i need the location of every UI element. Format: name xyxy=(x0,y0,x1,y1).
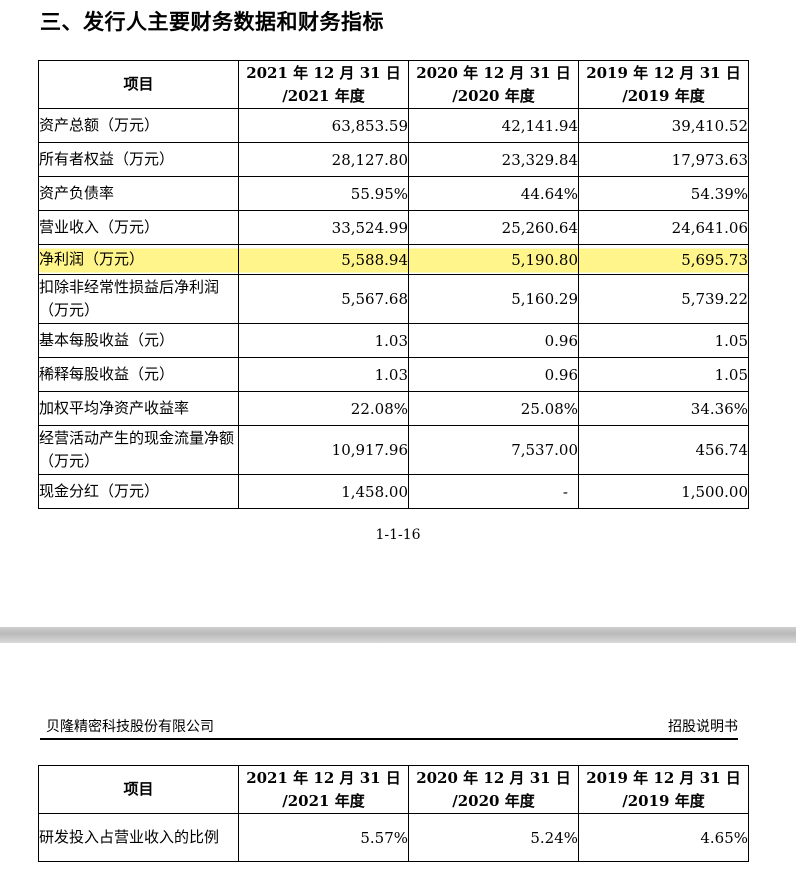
table-row: 稀释每股收益（元） 1.03 0.96 1.05 xyxy=(38,357,749,392)
header-2021: 2021 年 12 月 31 日 /2021 年度 xyxy=(238,765,409,814)
value-2019: 34.36% xyxy=(578,391,749,426)
value-2020: 7,537.00 xyxy=(408,425,579,475)
value-2020: 0.96 xyxy=(408,323,579,358)
value-2019: 1.05 xyxy=(578,323,749,358)
value-2021: 33,524.99 xyxy=(238,210,409,245)
header-2020: 2020 年 12 月 31 日 /2020 年度 xyxy=(408,60,579,109)
table-row: 加权平均净资产收益率 22.08% 25.08% 34.36% xyxy=(38,391,749,426)
value-2019: 4.65% xyxy=(578,813,749,862)
value-2020: 5,190.80 xyxy=(408,244,579,275)
value-2020: 23,329.84 xyxy=(408,142,579,177)
document-type: 招股说明书 xyxy=(668,719,738,735)
company-name: 贝隆精密科技股份有限公司 xyxy=(46,719,214,735)
value-2020: 5,160.29 xyxy=(408,274,579,324)
header-rule xyxy=(40,738,738,740)
header-item: 项目 xyxy=(38,60,239,109)
table-row-highlighted: 净利润（万元） 5,588.94 5,190.80 5,695.73 xyxy=(38,244,749,275)
row-label: 加权平均净资产收益率 xyxy=(38,391,239,426)
header-item: 项目 xyxy=(38,765,239,814)
value-2021: 5,567.68 xyxy=(238,274,409,324)
table-header-row: 项目 2021 年 12 月 31 日 /2021 年度 2020 年 12 月… xyxy=(38,60,749,109)
table-header-row: 项目 2021 年 12 月 31 日 /2021 年度 2020 年 12 月… xyxy=(38,765,749,814)
table-row: 资产总额（万元） 63,853.59 42,141.94 39,410.52 xyxy=(38,108,749,143)
header-2021-year: /2021 年度 xyxy=(282,86,365,105)
header-2020-year: /2020 年度 xyxy=(452,86,535,105)
row-label: 现金分红（万元） xyxy=(38,474,239,509)
header-2019-year: /2019 年度 xyxy=(622,86,705,105)
value-2019: 1,500.00 xyxy=(578,474,749,509)
row-label: 基本每股收益（元） xyxy=(38,323,239,358)
header-2020-date: 2020 年 12 月 31 日 xyxy=(416,63,571,82)
value-2020: 25,260.64 xyxy=(408,210,579,245)
table-row: 研发投入占营业收入的比例 5.57% 5.24% 4.65% xyxy=(38,813,749,862)
financial-data-table: 项目 2021 年 12 月 31 日 /2021 年度 2020 年 12 月… xyxy=(38,60,749,509)
header-2019: 2019 年 12 月 31 日 /2019 年度 xyxy=(578,765,749,814)
value-2021: 5,588.94 xyxy=(238,244,409,275)
row-label: 研发投入占营业收入的比例 xyxy=(38,813,239,862)
page-divider xyxy=(0,627,796,643)
header-2021-date: 2021 年 12 月 31 日 xyxy=(246,63,401,82)
header-2021: 2021 年 12 月 31 日 /2021 年度 xyxy=(238,60,409,109)
header-2020-year: /2020 年度 xyxy=(452,791,535,810)
table-row: 所有者权益（万元） 28,127.80 23,329.84 17,973.63 xyxy=(38,142,749,177)
row-label: 经营活动产生的现金流量净额（万元） xyxy=(38,425,239,475)
value-2020: 5.24% xyxy=(408,813,579,862)
table-row: 资产负债率 55.95% 44.64% 54.39% xyxy=(38,176,749,211)
value-2019: 54.39% xyxy=(578,176,749,211)
row-label: 所有者权益（万元） xyxy=(38,142,239,177)
row-label: 资产总额（万元） xyxy=(38,108,239,143)
value-2021: 22.08% xyxy=(238,391,409,426)
header-2021-year: /2021 年度 xyxy=(282,791,365,810)
value-2019: 5,695.73 xyxy=(578,244,749,275)
table-row: 基本每股收益（元） 1.03 0.96 1.05 xyxy=(38,323,749,358)
value-2021: 5.57% xyxy=(238,813,409,862)
value-2019: 17,973.63 xyxy=(578,142,749,177)
value-2021: 28,127.80 xyxy=(238,142,409,177)
row-label: 扣除非经常性损益后净利润（万元） xyxy=(38,274,239,324)
value-2019: 1.05 xyxy=(578,357,749,392)
value-2019: 5,739.22 xyxy=(578,274,749,324)
table-row: 现金分红（万元） 1,458.00 - 1,500.00 xyxy=(38,474,749,509)
row-label: 稀释每股收益（元） xyxy=(38,357,239,392)
header-2019-date: 2019 年 12 月 31 日 xyxy=(586,63,741,82)
value-2021: 63,853.59 xyxy=(238,108,409,143)
value-2021: 55.95% xyxy=(238,176,409,211)
value-2021: 10,917.96 xyxy=(238,425,409,475)
table-row: 营业收入（万元） 33,524.99 25,260.64 24,641.06 xyxy=(38,210,749,245)
row-label: 营业收入（万元） xyxy=(38,210,239,245)
value-2020: 25.08% xyxy=(408,391,579,426)
header-2019-year: /2019 年度 xyxy=(622,791,705,810)
value-2020: 42,141.94 xyxy=(408,108,579,143)
header-2020: 2020 年 12 月 31 日 /2020 年度 xyxy=(408,765,579,814)
value-2020: 44.64% xyxy=(408,176,579,211)
section-title: 三、发行人主要财务数据和财务指标 xyxy=(40,10,384,34)
header-2021-date: 2021 年 12 月 31 日 xyxy=(246,768,401,787)
value-2021: 1,458.00 xyxy=(238,474,409,509)
value-2020: 0.96 xyxy=(408,357,579,392)
value-2019: 24,641.06 xyxy=(578,210,749,245)
row-label: 资产负债率 xyxy=(38,176,239,211)
header-2020-date: 2020 年 12 月 31 日 xyxy=(416,768,571,787)
table-row: 扣除非经常性损益后净利润（万元） 5,567.68 5,160.29 5,739… xyxy=(38,274,749,324)
value-2021: 1.03 xyxy=(238,357,409,392)
value-2021: 1.03 xyxy=(238,323,409,358)
row-label: 净利润（万元） xyxy=(38,244,239,275)
value-2019: 456.74 xyxy=(578,425,749,475)
table-row: 经营活动产生的现金流量净额（万元） 10,917.96 7,537.00 456… xyxy=(38,425,749,475)
value-2019: 39,410.52 xyxy=(578,108,749,143)
value-2020: - xyxy=(408,474,579,509)
page-number: 1-1-16 xyxy=(375,527,421,543)
rd-ratio-table: 项目 2021 年 12 月 31 日 /2021 年度 2020 年 12 月… xyxy=(38,765,749,862)
header-2019: 2019 年 12 月 31 日 /2019 年度 xyxy=(578,60,749,109)
header-2019-date: 2019 年 12 月 31 日 xyxy=(586,768,741,787)
